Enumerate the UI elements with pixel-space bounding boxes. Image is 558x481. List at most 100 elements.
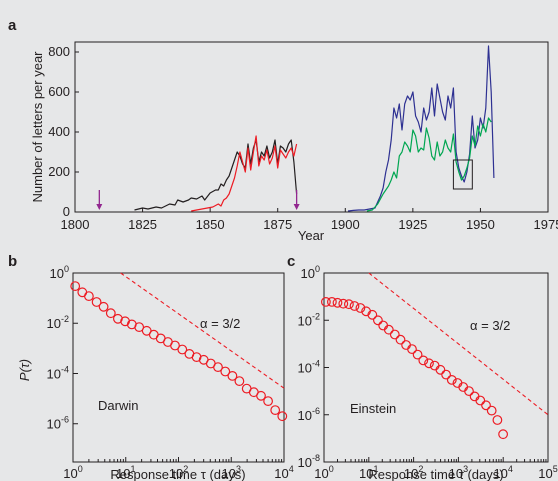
panel-c-data-point <box>481 400 491 411</box>
panel-a-x-tick-label: 1925 <box>398 217 427 232</box>
panel-c-x-tick-label: 100 <box>314 464 333 481</box>
panel-c-data-point <box>395 334 406 345</box>
panel-c-x-tick-label: 103 <box>449 464 468 481</box>
panel-a-arrow-head <box>293 204 300 210</box>
panel-c-chart: 100 101 102 103 104 105 100 10-2 10-4 10-6 10-8 E… <box>298 264 558 481</box>
panel-c-data-point <box>486 405 497 416</box>
panel-c-y-tick-label: 10-8 <box>298 453 320 470</box>
panel-c-y-tick-label: 10-6 <box>298 406 320 423</box>
panel-a-annotations <box>96 159 473 210</box>
panel-b-data-point <box>263 396 274 407</box>
panel-c-x-tick-label: 105 <box>538 464 557 481</box>
panel-c-data-point <box>498 429 509 440</box>
panel-c-y-tick-label: 10-2 <box>298 311 320 328</box>
panel-a-arrow-head <box>96 204 103 210</box>
panel-c-data-point <box>475 395 486 406</box>
panel-c-y-tick-label: 10-4 <box>298 359 320 376</box>
panel-c-frame <box>323 272 549 463</box>
panel-b-data-point <box>83 291 94 302</box>
panel-a-x-tick-label: 1875 <box>263 217 292 232</box>
panel-c-label: c <box>287 253 295 270</box>
panel-c-data-point <box>441 369 452 380</box>
panel-b-y-ticks: 100 10-2 10-4 10-6 <box>47 264 78 432</box>
panel-a-highlight-box <box>452 159 473 190</box>
panel-a-chart: 1800 1825 1850 1875 1900 1925 1950 1975 0 200 400… <box>30 41 558 243</box>
panel-c-data-point <box>435 364 446 375</box>
panel-b-data-point <box>70 281 81 292</box>
panel-a-y-tick-label: 0 <box>63 204 70 219</box>
panel-c-x-tick-label: 102 <box>404 464 423 481</box>
panel-b-data-point <box>256 390 266 401</box>
panel-c-slope-line <box>368 272 549 416</box>
panel-b-x-tick-label: 103 <box>222 464 241 481</box>
panel-b-data-point <box>220 366 231 377</box>
panel-c-y-tick-label: 100 <box>301 264 320 281</box>
panel-c-data-point <box>389 329 400 340</box>
panel-b-y-tick-label: 10-4 <box>47 364 69 381</box>
panel-b-x-ticks: 100 101 102 103 104 <box>63 457 294 481</box>
panel-c-slope-label: α = 3/2 <box>470 318 510 333</box>
panel-a-series-line <box>347 45 495 212</box>
panel-b-x-tick-label: 100 <box>63 464 82 481</box>
panel-a-series-line <box>366 117 492 212</box>
panel-c-data-point <box>338 298 349 309</box>
panel-b-data-point <box>170 340 180 351</box>
panel-a-y-tick-label: 200 <box>48 164 70 179</box>
panel-b-chart: 100 101 102 103 104 100 10-2 10-4 10-6 Darwin α… <box>17 264 294 481</box>
panel-c-series-label: Einstein <box>350 401 396 416</box>
panel-c-data-point <box>429 360 440 371</box>
panel-c-data-point <box>344 299 354 310</box>
panel-c-data-point <box>321 297 331 307</box>
panel-b-label: b <box>8 253 17 270</box>
panel-c-data-point <box>378 320 389 331</box>
panel-b-x-tick-label: 104 <box>274 464 293 481</box>
panel-c-data-point <box>355 303 366 313</box>
panel-a-x-tick-label: 1900 <box>331 217 360 232</box>
panel-a-x-tick-label: 1950 <box>466 217 495 232</box>
panel-a-y-ticks: 0 200 400 600 800 <box>48 44 79 219</box>
panel-a-xlabel: Year <box>298 228 325 243</box>
panel-b-x-tick-label: 101 <box>116 464 135 481</box>
panel-c-data-point <box>424 358 434 369</box>
panel-b-xlabel: Response time τ (days) <box>110 467 245 481</box>
panel-c-data-point <box>332 297 343 308</box>
panel-b-data-point <box>191 352 202 363</box>
panel-c-data-point <box>401 340 412 350</box>
panel-b-data-point <box>213 362 223 373</box>
panel-c-data-point <box>412 349 423 360</box>
panel-b-x-tick-label: 102 <box>169 464 188 481</box>
panel-c-x-tick-label: 101 <box>359 464 378 481</box>
panel-c-points <box>321 297 509 440</box>
panel-b-data-point <box>227 371 238 381</box>
panel-a-x-tick-label: 1850 <box>196 217 225 232</box>
panel-c-data-point <box>418 355 429 366</box>
panel-b-y-tick-label: 100 <box>50 264 69 281</box>
panel-b-data-point <box>177 344 188 355</box>
panel-c-y-ticks: 100 10-2 10-4 10-6 10-8 <box>298 264 329 470</box>
panel-b-data-point <box>270 405 281 416</box>
panel-c-data-point <box>349 301 360 311</box>
panel-b-y-tick-label: 10-2 <box>47 314 69 331</box>
panel-c-xlabel: Response time τ (days) <box>368 467 503 481</box>
panel-c-data-point <box>464 386 474 397</box>
panel-a-y-tick-label: 400 <box>48 124 70 139</box>
panel-a-series-line <box>191 135 298 212</box>
panel-c-data-point <box>373 315 383 326</box>
panel-a-x-tick-label: 1825 <box>128 217 157 232</box>
panel-b-data-point <box>77 287 88 298</box>
panel-c-x-tick-label: 104 <box>493 464 512 481</box>
panel-b-points <box>70 281 288 422</box>
panel-c-slope-line-group <box>368 272 549 416</box>
panel-a-x-ticks: 1800 1825 1850 1875 1900 1925 1950 1975 <box>61 208 558 232</box>
panel-a-x-tick-label: 1800 <box>61 217 90 232</box>
panel-a-ylabel: Number of letters per year <box>30 51 45 203</box>
panel-b-slope-line <box>120 272 285 389</box>
panel-c-data-point <box>367 309 378 320</box>
panel-b-ylabel: P(τ) <box>17 359 32 381</box>
panel-b-y-tick-label: 10-6 <box>47 415 69 432</box>
panel-b-data-point <box>234 376 245 387</box>
panel-b-data-point <box>277 411 288 422</box>
panel-b-slope-label: α = 3/2 <box>200 316 240 331</box>
panel-a-series-line <box>134 139 298 211</box>
panel-a-x-tick-label: 1975 <box>534 217 558 232</box>
